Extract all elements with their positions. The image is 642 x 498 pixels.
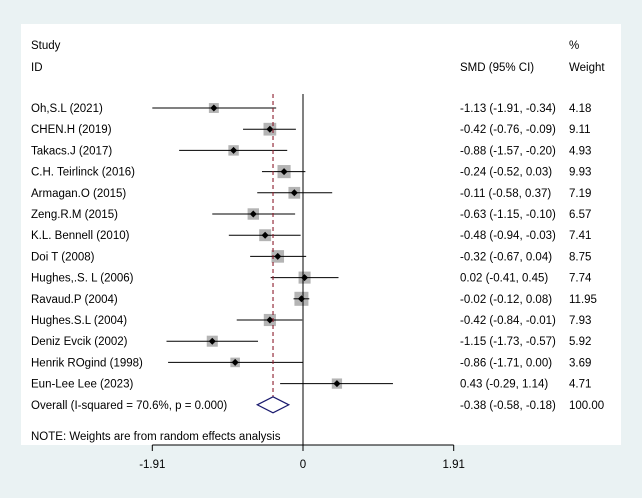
point-estimate	[261, 231, 269, 239]
study-row: Zeng.R.M (2015) -0.63 (-1.15, -0.10) 6.57	[31, 208, 591, 221]
study-weight-text: 8.75	[569, 251, 591, 263]
study-row: K.L. Bennell (2010) -0.48 (-0.94, -0.03) 7…	[31, 229, 591, 242]
point-estimate	[266, 316, 274, 324]
study-name: Ravaud.P (2004)	[31, 294, 118, 306]
study-ci-text: -0.86 (-1.71, 0.00)	[460, 357, 552, 369]
study-weight-text: 4.18	[569, 103, 591, 115]
study-weight-text: 4.71	[569, 379, 591, 391]
study-ci-text: -1.15 (-1.73, -0.57)	[460, 336, 556, 348]
x-tick-label: -1.91	[139, 459, 165, 471]
point-estimate	[210, 104, 218, 112]
study-name: CHEN.H (2019)	[31, 124, 112, 136]
study-ci-text: -0.48 (-0.94, -0.03)	[460, 230, 556, 242]
study-name: C.H. Teirlinck (2016)	[31, 167, 135, 179]
study-ci-text: -0.42 (-0.76, -0.09)	[460, 124, 556, 136]
study-row: Oh,S.L (2021) -1.13 (-1.91, -0.34) 4.18	[31, 103, 591, 115]
point-estimate	[231, 358, 239, 366]
point-estimate	[280, 168, 288, 176]
study-ci-text: 0.02 (-0.41, 0.45)	[460, 273, 548, 285]
point-estimate	[230, 146, 238, 154]
study-row: Henrik ROgind (1998) -0.86 (-1.71, 0.00) 3…	[31, 357, 591, 369]
overall-weight-text: 100.00	[569, 400, 604, 412]
footnote: NOTE: Weights are from random effects an…	[31, 431, 281, 443]
study-ci-text: -0.02 (-0.12, 0.08)	[460, 294, 552, 306]
study-row: Ravaud.P (2004) -0.02 (-0.12, 0.08) 11.95	[31, 291, 597, 306]
point-estimate	[249, 210, 257, 218]
study-name: Henrik ROgind (1998)	[31, 357, 143, 369]
study-row: Hughes.S.L (2004) -0.42 (-0.84, -0.01) 7.9…	[31, 313, 591, 327]
study-weight-text: 3.69	[569, 357, 591, 369]
study-weight-text: 9.93	[569, 167, 591, 179]
study-name: Takacs.J (2017)	[31, 145, 112, 157]
study-row: Doi T (2008) -0.32 (-0.67, 0.04) 8.75	[31, 250, 591, 263]
study-weight-text: 5.92	[569, 336, 591, 348]
study-name: Hughes.S.L (2004)	[31, 315, 127, 327]
study-name: Hughes,.S. L (2006)	[31, 273, 134, 285]
study-ci-text: -1.13 (-1.91, -0.34)	[460, 103, 556, 115]
plot-panel	[21, 24, 621, 445]
header-smd: SMD (95% CI)	[460, 62, 534, 74]
study-ci-text: -0.63 (-1.15, -0.10)	[460, 209, 556, 221]
study-weight-text: 9.11	[569, 124, 591, 136]
study-weight-text: 11.95	[569, 294, 597, 306]
study-name: Doi T (2008)	[31, 251, 95, 263]
overall-diamond	[255, 396, 291, 414]
study-name: Zeng.R.M (2015)	[31, 209, 118, 221]
study-weight-text: 6.57	[569, 209, 591, 221]
study-row: Deniz Evcik (2002) -1.15 (-1.73, -0.57) 5.…	[31, 335, 591, 348]
study-row: Eun-Lee Lee (2023) 0.43 (-0.29, 1.14) 4.71	[31, 378, 591, 391]
study-ci-text: -0.24 (-0.52, 0.03)	[460, 167, 552, 179]
x-tick-label: 1.91	[443, 459, 465, 471]
point-estimate	[274, 252, 282, 260]
overall-ci-text: -0.38 (-0.58, -0.18)	[460, 400, 556, 412]
header-study: Study	[31, 40, 61, 52]
study-weight-text: 7.19	[569, 188, 591, 200]
study-weight-text: 7.41	[569, 230, 591, 242]
study-row: Takacs.J (2017) -0.88 (-1.57, -0.20) 4.93	[31, 145, 591, 157]
header-percent: %	[569, 40, 579, 52]
header-id: ID	[31, 62, 43, 74]
study-ci-text: -0.32 (-0.67, 0.04)	[460, 251, 552, 263]
study-name: Deniz Evcik (2002)	[31, 336, 128, 348]
study-name: Armagan.O (2015)	[31, 188, 126, 200]
header-weight: Weight	[569, 62, 605, 74]
study-name: K.L. Bennell (2010)	[31, 230, 130, 242]
point-estimate	[208, 337, 216, 345]
study-row: Hughes,.S. L (2006) 0.02 (-0.41, 0.45) 7.7…	[31, 271, 592, 285]
study-ci-text: -0.88 (-1.57, -0.20)	[460, 145, 556, 157]
point-estimate	[290, 189, 298, 197]
study-row: C.H. Teirlinck (2016) -0.24 (-0.52, 0.03)…	[31, 165, 591, 179]
study-row: Armagan.O (2015) -0.11 (-0.58, 0.37) 7.19	[31, 186, 591, 200]
study-weight-text: 7.93	[569, 315, 591, 327]
x-tick-label: 0	[300, 459, 306, 471]
study-weight-text: 7.74	[569, 273, 592, 285]
study-name: Eun-Lee Lee (2023)	[31, 379, 133, 391]
study-ci-text: 0.43 (-0.29, 1.14)	[460, 379, 548, 391]
study-ci-text: -0.42 (-0.84, -0.01)	[460, 315, 556, 327]
study-ci-text: -0.11 (-0.58, 0.37)	[460, 188, 551, 200]
overall-label: Overall (I-squared = 70.6%, p = 0.000)	[31, 400, 227, 412]
study-weight-text: 4.93	[569, 145, 591, 157]
study-name: Oh,S.L (2021)	[31, 103, 103, 115]
point-estimate	[266, 125, 274, 133]
point-estimate	[333, 380, 341, 388]
